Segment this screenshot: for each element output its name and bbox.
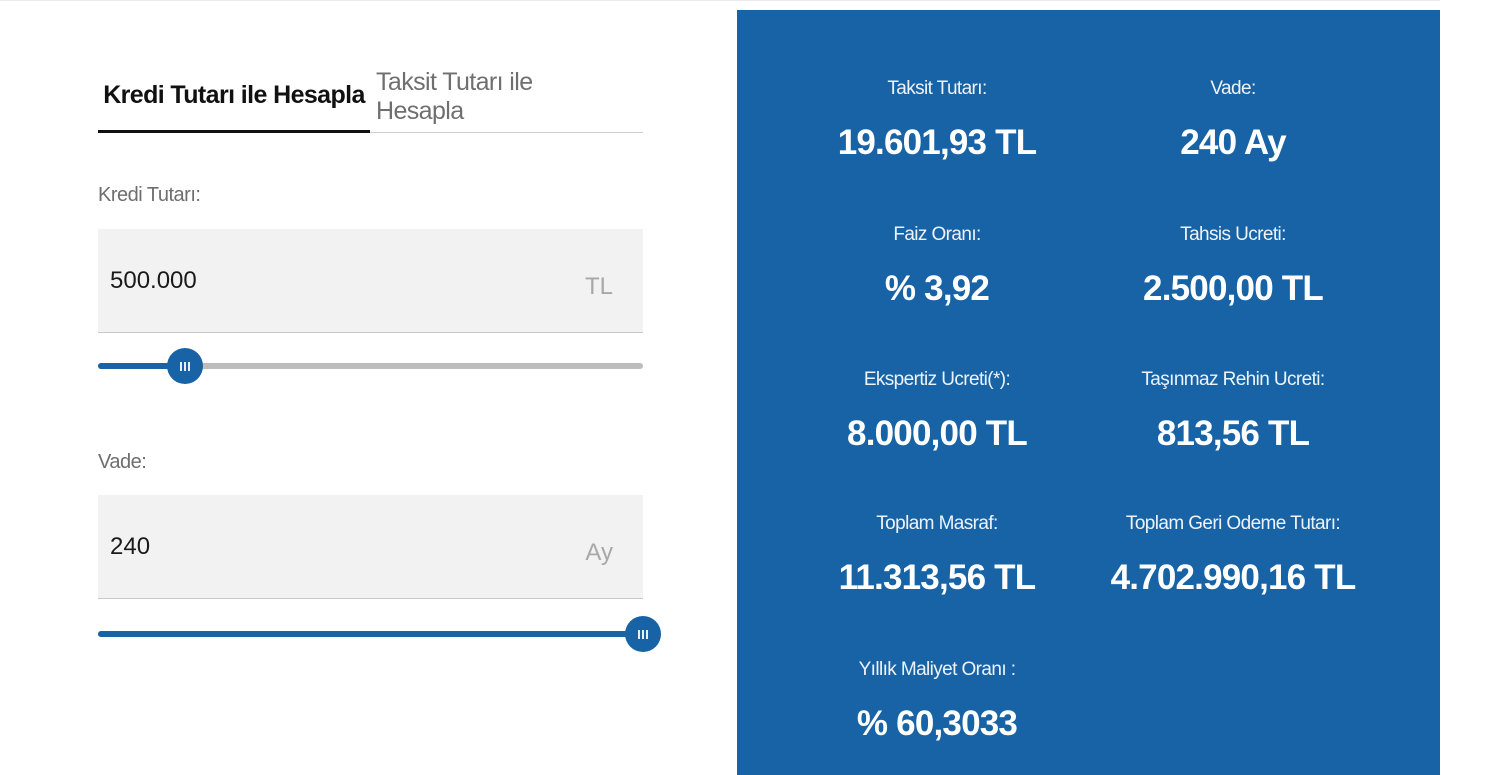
result-label: Taksit Tutarı: (887, 78, 987, 99)
loan-amount-input[interactable] (110, 229, 530, 332)
result-term: Vade: 240 Ay (1083, 77, 1383, 163)
result-value: 11.313,56 TL (838, 558, 1036, 597)
results-panel: Taksit Tutarı: 19.601,93 TL Vade: 240 Ay… (737, 10, 1440, 775)
term-unit: Ay (585, 539, 613, 566)
term-slider[interactable] (98, 616, 661, 652)
result-label: Tahsis Ucreti: (1180, 224, 1286, 245)
result-value: % 60,3033 (856, 704, 1018, 743)
result-appraisal-fee: Ekspertiz Ucreti(*): 8.000,00 TL (787, 368, 1087, 454)
slider-fill (98, 363, 185, 369)
result-interest-rate: Faiz Oranı: % 3,92 (787, 223, 1087, 309)
result-value: 8.000,00 TL (847, 414, 1028, 453)
result-label: Faiz Oranı: (893, 224, 981, 245)
grip-icon (180, 361, 190, 371)
slider-thumb[interactable] (167, 348, 203, 384)
slider-thumb[interactable] (625, 616, 661, 652)
term-field: Ay (98, 495, 643, 599)
result-label: Vade: (1210, 78, 1256, 99)
result-value: % 3,92 (884, 269, 990, 308)
top-divider (0, 0, 1440, 10)
result-label: Ekspertiz Ucreti(*): (863, 369, 1011, 390)
loan-amount-unit: TL (584, 273, 613, 300)
result-label: Toplam Geri Odeme Tutarı: (1125, 513, 1341, 534)
tab-loan-amount[interactable]: Kredi Tutarı ile Hesapla (98, 60, 370, 133)
calculator-form: Kredi Tutarı ile Hesapla Taksit Tutarı i… (98, 0, 661, 775)
slider-track[interactable] (98, 363, 643, 369)
result-value: 2.500,00 TL (1143, 269, 1324, 308)
loan-amount-field: TL (98, 229, 643, 333)
loan-amount-label: Kredi Tutarı: (98, 184, 201, 206)
loan-amount-slider[interactable] (98, 348, 643, 384)
result-label: Taşınmaz Rehin Ucreti: (1141, 369, 1325, 390)
term-input[interactable] (110, 495, 530, 598)
grip-icon (638, 629, 648, 639)
result-label: Toplam Masraf: (876, 513, 998, 534)
result-value: 240 Ay (1180, 123, 1286, 162)
result-total-repayment: Toplam Geri Odeme Tutarı: 4.702.990,16 T… (1083, 512, 1383, 598)
result-label: Yıllık Maliyet Oranı : (858, 659, 1016, 680)
tab-installment-amount[interactable]: Taksit Tutarı ile Hesapla (376, 67, 533, 125)
result-value: 813,56 TL (1156, 414, 1310, 453)
term-label: Vade: (98, 451, 147, 473)
result-annual-cost-rate: Yıllık Maliyet Oranı : % 60,3033 (787, 658, 1087, 744)
result-total-expense: Toplam Masraf: 11.313,56 TL (787, 512, 1087, 598)
calculation-mode-tabs: Kredi Tutarı ile Hesapla Taksit Tutarı i… (98, 60, 643, 133)
result-mortgage-fee: Taşınmaz Rehin Ucreti: 813,56 TL (1083, 368, 1383, 454)
result-value: 19.601,93 TL (837, 123, 1037, 162)
result-value: 4.702.990,16 TL (1110, 558, 1357, 597)
result-installment: Taksit Tutarı: 19.601,93 TL (787, 77, 1087, 163)
result-allocation-fee: Tahsis Ucreti: 2.500,00 TL (1083, 223, 1383, 309)
slider-fill (98, 631, 643, 637)
